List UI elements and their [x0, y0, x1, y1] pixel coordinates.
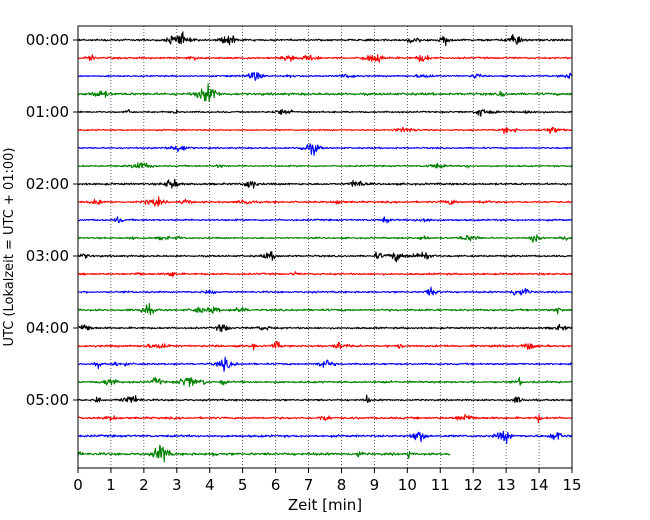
trace-0330 — [77, 286, 573, 296]
x-tick-label: 13 — [497, 476, 516, 494]
trace-0530 — [77, 430, 573, 444]
trace-0445 — [77, 376, 573, 388]
trace-0145 — [77, 162, 573, 169]
x-tick-label: 6 — [271, 476, 281, 494]
x-tick-label: 0 — [73, 476, 83, 494]
x-tick-label: 15 — [562, 476, 581, 494]
seismic-traces — [77, 31, 573, 463]
x-tick-label: 7 — [304, 476, 314, 494]
y-tick-label: 03:00 — [26, 247, 69, 265]
plot-frame — [77, 25, 573, 469]
trace-0015 — [77, 54, 573, 63]
x-tick-label: 14 — [530, 476, 549, 494]
x-tick-label: 11 — [431, 476, 450, 494]
y-tick-label: 05:00 — [26, 391, 69, 409]
y-axis-label: UTC (Lokalzeit = UTC + 01:00) — [2, 148, 17, 347]
x-axis-label: Zeit [min] — [288, 496, 362, 514]
x-axis-ticks: 0 1 2 3 4 5 6 7 8 9 10 11 12 13 14 15 — [73, 468, 582, 494]
trace-0200 — [77, 178, 573, 189]
trace-0500 — [77, 394, 573, 404]
plot-background — [78, 26, 572, 468]
trace-0045 — [77, 83, 573, 103]
trace-0115 — [77, 126, 573, 135]
x-tick-label: 8 — [337, 476, 347, 494]
x-tick-label: 4 — [205, 476, 215, 494]
trace-0215 — [77, 196, 572, 207]
x-tick-label: 9 — [370, 476, 380, 494]
x-tick-label: 12 — [464, 476, 483, 494]
x-tick-label: 1 — [106, 476, 116, 494]
y-tick-label: 01:00 — [26, 103, 69, 121]
y-tick-label: 02:00 — [26, 175, 69, 193]
x-tick-label: 10 — [398, 476, 417, 494]
trace-0415 — [77, 340, 573, 351]
trace-0400 — [77, 323, 573, 333]
trace-0245 — [77, 234, 573, 243]
trace-0000 — [77, 31, 573, 47]
trace-0430 — [77, 356, 573, 372]
x-tick-label: 3 — [172, 476, 182, 494]
trace-0315 — [77, 271, 573, 278]
trace-0130 — [77, 143, 573, 156]
trace-0345 — [77, 302, 573, 316]
trace-0030 — [77, 71, 573, 81]
y-tick-label: 00:00 — [26, 31, 69, 49]
trace-0100 — [77, 108, 573, 117]
x-tick-label: 2 — [139, 476, 149, 494]
trace-0300 — [77, 251, 573, 263]
trace-0545 — [77, 444, 451, 463]
trace-0515 — [77, 413, 573, 424]
trace-0230 — [77, 216, 573, 224]
y-axis-ticks: 00:00 01:00 02:00 03:00 04:00 05:00 — [26, 31, 78, 409]
x-tick-label: 5 — [238, 476, 248, 494]
y-tick-label: 04:00 — [26, 319, 69, 337]
